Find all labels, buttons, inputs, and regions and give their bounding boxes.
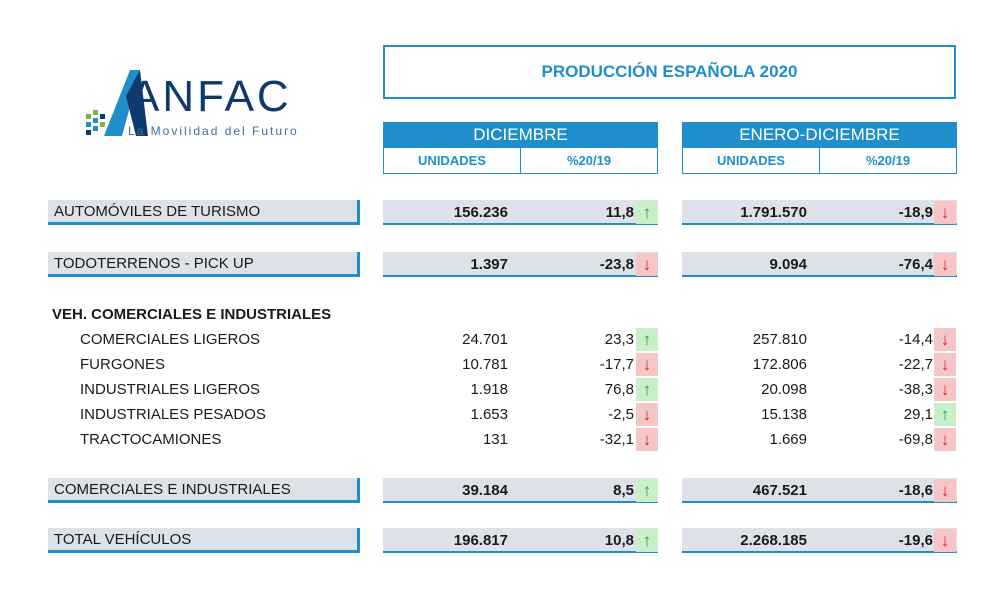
dic-percent: 76,8 — [604, 381, 634, 398]
ene-percent: -22,7 — [898, 356, 933, 373]
ene-percent: -38,3 — [898, 381, 933, 398]
arrow-down-icon: ↓ — [934, 328, 956, 351]
arrow-down-icon: ↓ — [934, 353, 956, 376]
section-title: ENERO-DICIEMBRE — [682, 122, 957, 148]
dic-units: 1.918 — [470, 381, 508, 398]
dic-percent: 23,3 — [604, 331, 634, 348]
ene-percent: -14,4 — [898, 331, 933, 348]
arrow-down-icon: ↓ — [934, 479, 956, 502]
arrow-down-icon: ↓ — [934, 253, 956, 276]
arrow-down-icon: ↓ — [636, 253, 658, 276]
table-row: FURGONES 10.781 -17,7 ↓ 172.806 -22,7 ↓ — [0, 352, 1000, 377]
row-label: INDUSTRIALES LIGEROS — [80, 381, 261, 398]
section-diciembre: DICIEMBRE UNIDADES %20/19 — [383, 122, 658, 176]
arrow-up-icon: ↑ — [636, 328, 658, 351]
ene-percent: -69,8 — [898, 431, 933, 448]
dic-units: 24.701 — [462, 331, 508, 348]
dic-percent: -23,8 — [599, 256, 634, 273]
table-row: INDUSTRIALES PESADOS 1.653 -2,5 ↓ 15.138… — [0, 402, 1000, 427]
arrow-down-icon: ↓ — [934, 201, 956, 224]
table-row: TRACTOCAMIONES 131 -32,1 ↓ 1.669 -69,8 ↓ — [0, 427, 1000, 452]
ene-percent: -76,4 — [898, 256, 933, 273]
ene-units: 15.138 — [761, 406, 807, 423]
row-label: TODOTERRENOS - PICK UP — [48, 252, 360, 277]
report-title-box: PRODUCCIÓN ESPAÑOLA 2020 — [383, 45, 956, 99]
ene-percent: 29,1 — [903, 406, 933, 423]
group-header-row: VEH. COMERCIALES E INDUSTRIALES — [0, 302, 1000, 327]
row-label: TRACTOCAMIONES — [80, 431, 222, 448]
column-header-percent: %20/19 — [566, 153, 612, 168]
arrow-down-icon: ↓ — [636, 353, 658, 376]
table-row: TOTAL VEHÍCULOS 196.817 10,8 ↑ 2.268.185… — [0, 528, 1000, 553]
row-label: AUTOMÓVILES DE TURISMO — [48, 200, 360, 225]
dic-percent: 11,8 — [605, 204, 634, 221]
dic-units: 1.653 — [470, 406, 508, 423]
section-enero-diciembre: ENERO-DICIEMBRE UNIDADES %20/19 — [682, 122, 957, 176]
table-row: COMERCIALES E INDUSTRIALES 39.184 8,5 ↑ … — [0, 478, 1000, 503]
ene-units: 257.810 — [752, 331, 807, 348]
column-header-percent: %20/19 — [865, 153, 911, 168]
arrow-up-icon: ↑ — [934, 403, 956, 426]
arrow-down-icon: ↓ — [934, 378, 956, 401]
ene-units: 9.094 — [769, 256, 807, 273]
dic-percent: -17,7 — [599, 356, 634, 373]
dic-units: 10.781 — [462, 356, 508, 373]
row-label: COMERCIALES LIGEROS — [80, 331, 261, 348]
ene-units: 1.669 — [769, 431, 807, 448]
dic-percent: 10,8 — [604, 532, 634, 549]
row-label: TOTAL VEHÍCULOS — [48, 528, 360, 553]
column-header-unidades: UNIDADES — [384, 148, 521, 173]
ene-percent: -18,6 — [898, 482, 933, 499]
arrow-down-icon: ↓ — [934, 529, 956, 552]
anfac-logo: ANFAC La Movilidad del Futuro — [82, 66, 322, 146]
dic-units: 131 — [482, 431, 508, 448]
dic-units: 196.817 — [453, 532, 508, 549]
column-header-unidades: UNIDADES — [683, 148, 820, 173]
report-title: PRODUCCIÓN ESPAÑOLA 2020 — [541, 62, 798, 81]
ene-units: 2.268.185 — [740, 532, 807, 549]
table-row: AUTOMÓVILES DE TURISMO 156.236 11,8 ↑ 1.… — [0, 200, 1000, 225]
arrow-up-icon: ↑ — [636, 479, 658, 502]
arrow-up-icon: ↑ — [636, 201, 658, 224]
table-row: INDUSTRIALES LIGEROS 1.918 76,8 ↑ 20.098… — [0, 377, 1000, 402]
dic-units: 1.397 — [470, 256, 508, 273]
dic-units: 39.184 — [462, 482, 508, 499]
logo-mark-icon — [86, 70, 148, 136]
logo-name: ANFAC — [130, 72, 292, 121]
group-header: VEH. COMERCIALES E INDUSTRIALES — [52, 306, 332, 323]
ene-percent: -18,9 — [898, 204, 933, 221]
ene-units: 20.098 — [761, 381, 807, 398]
arrow-down-icon: ↓ — [636, 428, 658, 451]
row-label: INDUSTRIALES PESADOS — [80, 406, 266, 423]
ene-units: 172.806 — [752, 356, 807, 373]
ene-units: 1.791.570 — [740, 204, 807, 221]
dic-percent: 8,5 — [613, 482, 634, 499]
arrow-up-icon: ↑ — [636, 378, 658, 401]
ene-percent: -19,6 — [898, 532, 933, 549]
arrow-up-icon: ↑ — [636, 529, 658, 552]
arrow-down-icon: ↓ — [934, 428, 956, 451]
row-label: FURGONES — [80, 356, 166, 373]
ene-units: 467.521 — [752, 482, 807, 499]
dic-units: 156.236 — [453, 204, 508, 221]
dic-percent: -2,5 — [608, 406, 634, 423]
section-title: DICIEMBRE — [383, 122, 658, 148]
dic-percent: -32,1 — [599, 431, 634, 448]
arrow-down-icon: ↓ — [636, 403, 658, 426]
row-label: COMERCIALES E INDUSTRIALES — [48, 478, 360, 503]
table-row: TODOTERRENOS - PICK UP 1.397 -23,8 ↓ 9.0… — [0, 252, 1000, 277]
logo-tagline: La Movilidad del Futuro — [128, 124, 299, 138]
table-row: COMERCIALES LIGEROS 24.701 23,3 ↑ 257.81… — [0, 327, 1000, 352]
